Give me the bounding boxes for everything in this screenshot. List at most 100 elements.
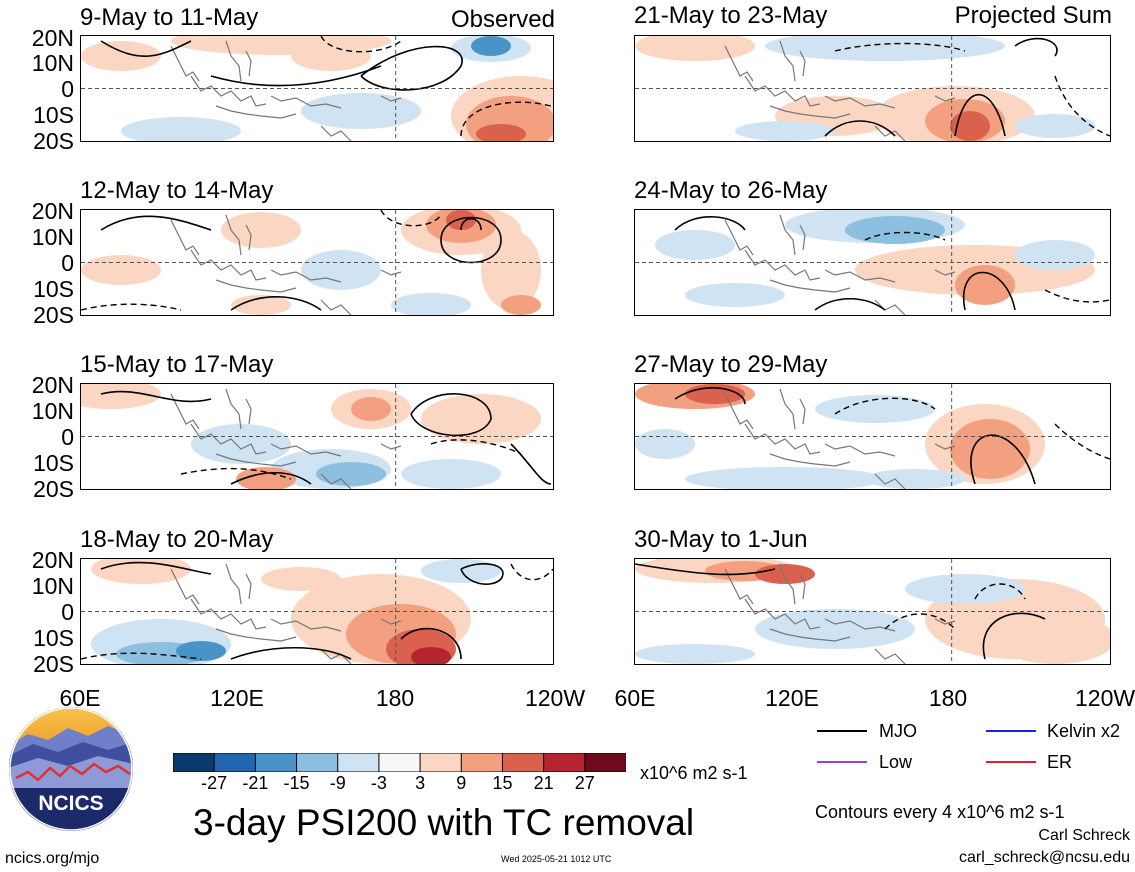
legend-er-label: ER [1047,752,1073,772]
projected-sum-label: Projected Sum [954,2,1112,29]
lat-label-10n: 10N [31,573,74,599]
coastline [215,453,297,467]
colorbar-swatch [213,752,257,773]
colorbar-swatch [460,752,504,773]
mjo-contour-negative [510,563,553,581]
anomaly-shading [476,124,526,141]
anomaly-shading [635,429,695,459]
anomaly-shading [446,210,476,230]
coastline [170,393,200,430]
mjo-contour-negative [380,210,442,227]
lat-label-10s: 10S [33,276,74,302]
colorbar-swatch [172,752,216,773]
mjo-contour-negative [81,652,202,660]
lat-label-20n: 20N [31,25,74,51]
lat-label-20n: 20N [31,372,74,398]
lat-label-10s: 10S [33,625,74,651]
mjo-contour [674,387,746,405]
anomaly-shading [685,384,745,404]
coastline [724,393,754,430]
coastline [245,398,252,425]
coastline [874,648,906,664]
map-panel-7 [634,383,1111,490]
mjo-contour [460,563,504,585]
coastline [225,388,242,430]
coastline [744,75,821,107]
coastline [724,219,754,256]
observed-label: Observed [450,6,555,33]
mjo-contour [962,271,1016,311]
colorbar-swatch [584,752,627,773]
lon-label-180: 180 [928,685,968,711]
coastline [320,125,352,141]
map-panel-3 [80,383,554,490]
anomaly-shading [635,36,755,61]
mjo-contour [410,393,492,437]
map-field [635,210,1110,315]
legend-low-label: Low [879,752,913,772]
mjo-contour [100,215,212,231]
mjo-contour [674,216,746,231]
anomaly-shading [291,41,371,71]
coastline [245,50,252,77]
coastline [824,269,896,283]
panel-title-5: 21-May to 23-May [634,2,828,29]
coastline [190,423,267,455]
coastline [380,618,402,625]
lat-label-eq: 0 [61,424,74,450]
map-panel-8 [634,558,1111,665]
lat-label-10n: 10N [31,398,74,424]
timestamp: Wed 2025-05-21 1012 UTC [501,854,612,864]
mjo-contour [510,443,552,485]
lon-label-120e: 120E [765,685,819,711]
map-field [635,384,1110,489]
anomaly-shading [351,397,391,421]
mjo-contour-negative [864,231,946,241]
mjo-contour [440,216,502,264]
anomaly-shading [685,467,885,489]
colorbar-tick-label: -15 [283,773,310,793]
coastline [744,598,821,630]
logo-text: NCICS [38,792,103,815]
anomaly-shading [421,394,541,444]
mjo-contour-negative [320,36,402,53]
author-email: carl_schreck@ncsu.edu [959,849,1130,866]
colorbar-units: x10^6 m2 s-1 [640,763,748,783]
anomaly-shading [81,384,161,409]
map-panel-5 [634,35,1111,142]
anomaly-shading [755,564,815,584]
colorbar-swatch [337,752,380,773]
coastline [320,299,352,315]
panel-title-7: 27-May to 29-May [634,351,828,378]
coastline [799,573,806,600]
coastline [270,443,342,457]
mjo-contour-negative [1054,423,1110,460]
colorbar-tick-label: 9 [456,773,467,793]
website-link[interactable]: ncics.org/mjo [5,850,100,867]
mjo-contour-negative [834,42,966,52]
anomaly-shading [81,41,161,71]
main-title: 3-day PSI200 with TC removal [193,802,695,843]
mjo-contour [230,296,322,311]
colorbar-swatch [378,752,422,773]
mjo-contour-negative [460,101,552,137]
lat-label-10s: 10S [33,102,74,128]
anomaly-shading [316,462,386,486]
mjo-contour-negative [81,303,182,311]
legend: MJO Kelvin x2 Low ER [815,718,1135,774]
anomaly-shading [635,644,755,664]
anomaly-shading [845,216,945,244]
anomaly-shading [401,459,501,489]
mjo-contour [635,563,776,576]
coastline [769,105,851,119]
panel-title-8: 30-May to 1-Jun [634,526,808,553]
lat-label-10s: 10S [33,450,74,476]
map-field [635,36,1110,141]
coastline [170,45,200,82]
anomaly-shading [1015,240,1095,270]
mjo-contour [970,434,1036,485]
coastline [380,443,402,450]
mjo-contour [230,471,312,485]
coastline [779,40,796,82]
panel-title-2: 12-May to 14-May [80,177,274,204]
